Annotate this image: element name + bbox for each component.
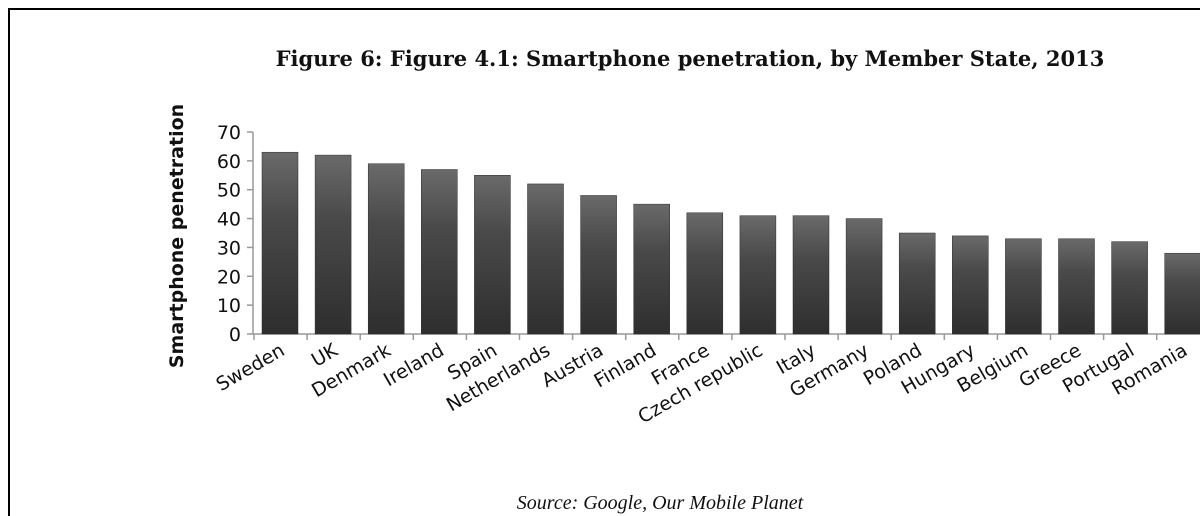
figure-frame — [8, 8, 1200, 516]
x-category-label: Finland — [590, 339, 660, 392]
bar — [792, 215, 830, 335]
bar — [898, 232, 936, 335]
bar — [367, 163, 405, 335]
bar — [845, 218, 883, 335]
bar — [1111, 241, 1148, 335]
bar — [739, 215, 777, 335]
figure-title: Figure 6: Figure 4.1: Smartphone penetra… — [275, 46, 1105, 71]
bar — [633, 203, 670, 335]
y-tick-label: 30 — [217, 237, 241, 259]
figure-source: Source: Google, Our Mobile Planet — [516, 492, 804, 514]
y-tick-label: 70 — [217, 122, 241, 144]
bar — [952, 235, 989, 335]
y-tick-label: 60 — [217, 151, 241, 173]
y-axis-label: Smartphone penetration — [166, 104, 188, 368]
bar — [1005, 238, 1042, 335]
bar — [1164, 252, 1200, 335]
x-category-label: Sweden — [212, 339, 288, 396]
bar — [261, 151, 299, 335]
bar — [580, 195, 617, 335]
y-tick-label: 40 — [217, 209, 241, 231]
y-tick-label: 20 — [217, 266, 241, 288]
x-category-label: Ireland — [380, 339, 448, 391]
bar — [314, 154, 352, 335]
bar — [1058, 238, 1095, 335]
bar — [686, 212, 724, 335]
y-tick-label: 0 — [229, 324, 241, 346]
bar — [474, 175, 511, 335]
y-tick-label: 10 — [217, 295, 241, 317]
y-tick-label: 50 — [217, 180, 241, 202]
bar — [527, 183, 564, 335]
bar — [421, 169, 458, 335]
